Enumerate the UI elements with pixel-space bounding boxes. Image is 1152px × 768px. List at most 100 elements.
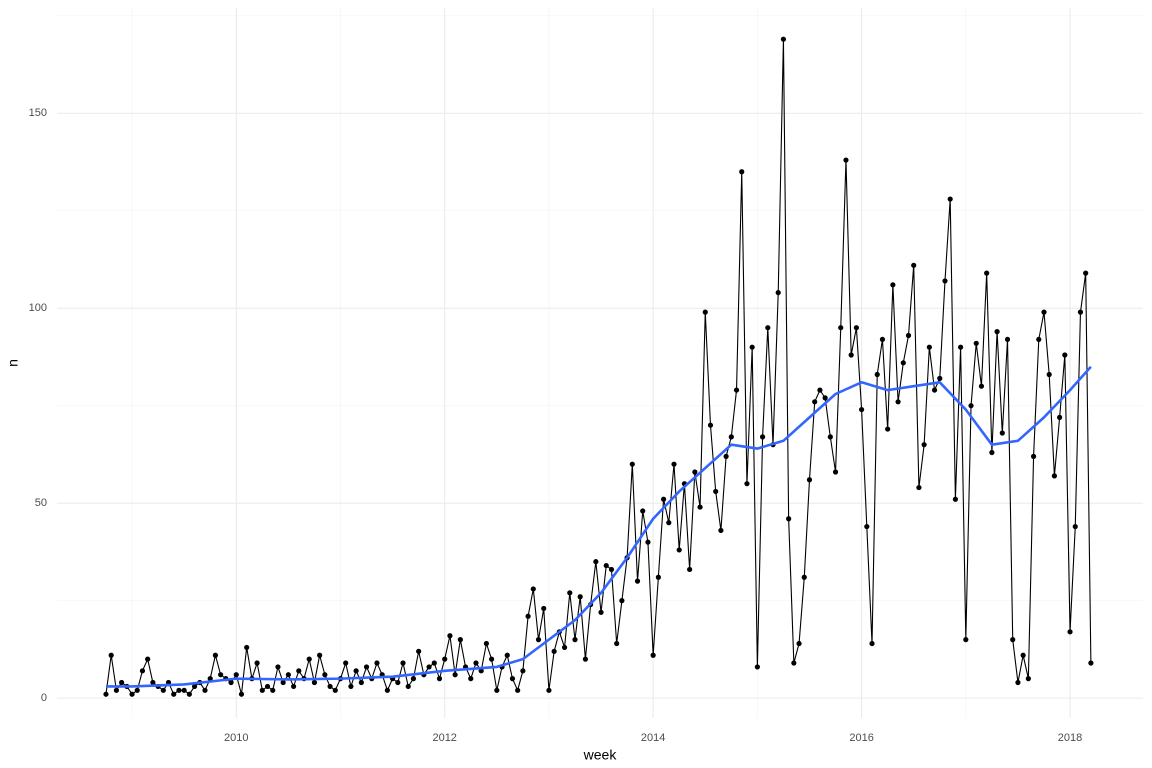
data-point [207, 676, 213, 682]
data-point [525, 613, 531, 619]
data-point [186, 691, 192, 697]
x-tick-label: 2012 [432, 732, 456, 744]
data-point [327, 683, 333, 690]
data-point [629, 461, 635, 467]
data-point [171, 691, 177, 697]
y-tick-label: 0 [41, 692, 47, 704]
data-point [926, 344, 932, 350]
y-axis-title: n [5, 359, 21, 367]
data-point [697, 504, 703, 510]
data-point [400, 660, 406, 666]
data-point [306, 656, 312, 662]
data-point [176, 687, 182, 693]
data-point [1041, 309, 1047, 315]
data-point [791, 660, 797, 666]
data-point [858, 406, 865, 413]
data-point [655, 574, 661, 580]
data-point [739, 169, 745, 175]
data-point [280, 679, 286, 686]
data-point [228, 679, 234, 686]
data-point [1030, 453, 1037, 459]
data-point [671, 461, 677, 467]
data-point [900, 360, 906, 366]
data-point [582, 656, 589, 662]
data-point [212, 652, 219, 658]
data-point [1057, 414, 1063, 420]
data-point [358, 679, 364, 686]
data-point [916, 484, 922, 491]
data-point [343, 660, 349, 666]
data-point [489, 656, 495, 662]
data-point [692, 469, 698, 475]
data-point [160, 687, 166, 693]
data-point [895, 399, 901, 405]
data-point [937, 375, 943, 382]
data-point [285, 672, 291, 678]
data-point [723, 453, 729, 459]
data-point [494, 687, 500, 693]
data-point [890, 282, 896, 288]
data-point [535, 637, 542, 643]
data-point [1015, 679, 1021, 686]
data-point [952, 496, 958, 502]
data-point [801, 574, 807, 580]
data-point [270, 687, 276, 693]
data-point [468, 676, 474, 682]
data-point [145, 656, 151, 662]
data-point [561, 644, 568, 651]
data-point [181, 687, 187, 693]
data-point [1077, 309, 1084, 315]
x-tick-label: 2016 [849, 732, 873, 744]
data-point [322, 672, 328, 678]
smooth-line [105, 365, 1092, 688]
data-point [978, 383, 985, 389]
data-point [103, 691, 109, 697]
data-point [780, 36, 787, 42]
data-point [640, 508, 646, 514]
data-point [572, 637, 578, 643]
data-point [1036, 336, 1042, 343]
data-point [614, 640, 620, 647]
x-axis-title: week [583, 747, 618, 763]
data-point [650, 652, 656, 658]
data-point [707, 422, 714, 428]
y-tick-label: 100 [29, 302, 47, 314]
data-point [509, 676, 516, 682]
data-point [718, 527, 724, 534]
data-point [963, 637, 969, 643]
data-point [452, 672, 458, 678]
data-point [619, 598, 625, 604]
data-point [1004, 336, 1011, 343]
data-point [483, 640, 489, 647]
data-point [1010, 637, 1016, 643]
x-tick-label: 2010 [224, 732, 248, 744]
data-point [666, 520, 672, 526]
data-point [874, 371, 880, 378]
data-point [885, 426, 891, 432]
data-point [457, 637, 463, 643]
data-point [150, 679, 156, 686]
data-point [838, 325, 844, 331]
data-point [911, 262, 917, 268]
data-point [749, 344, 755, 350]
data-point [634, 578, 641, 584]
data-line [105, 39, 1092, 696]
y-tick-label: 50 [35, 497, 47, 509]
data-point [968, 403, 974, 409]
data-point [786, 516, 792, 522]
data-point [520, 668, 526, 674]
data-point [1067, 629, 1073, 635]
data-point [984, 270, 990, 276]
data-point [515, 687, 521, 693]
data-point [603, 562, 609, 569]
data-point [363, 664, 370, 670]
data-point [905, 332, 912, 339]
data-point [921, 442, 927, 448]
data-point [259, 687, 265, 693]
data-point [311, 679, 318, 686]
data-point [317, 652, 323, 658]
data-point [202, 687, 208, 693]
data-point [296, 668, 302, 674]
data-point [853, 325, 859, 331]
data-point [233, 672, 239, 678]
